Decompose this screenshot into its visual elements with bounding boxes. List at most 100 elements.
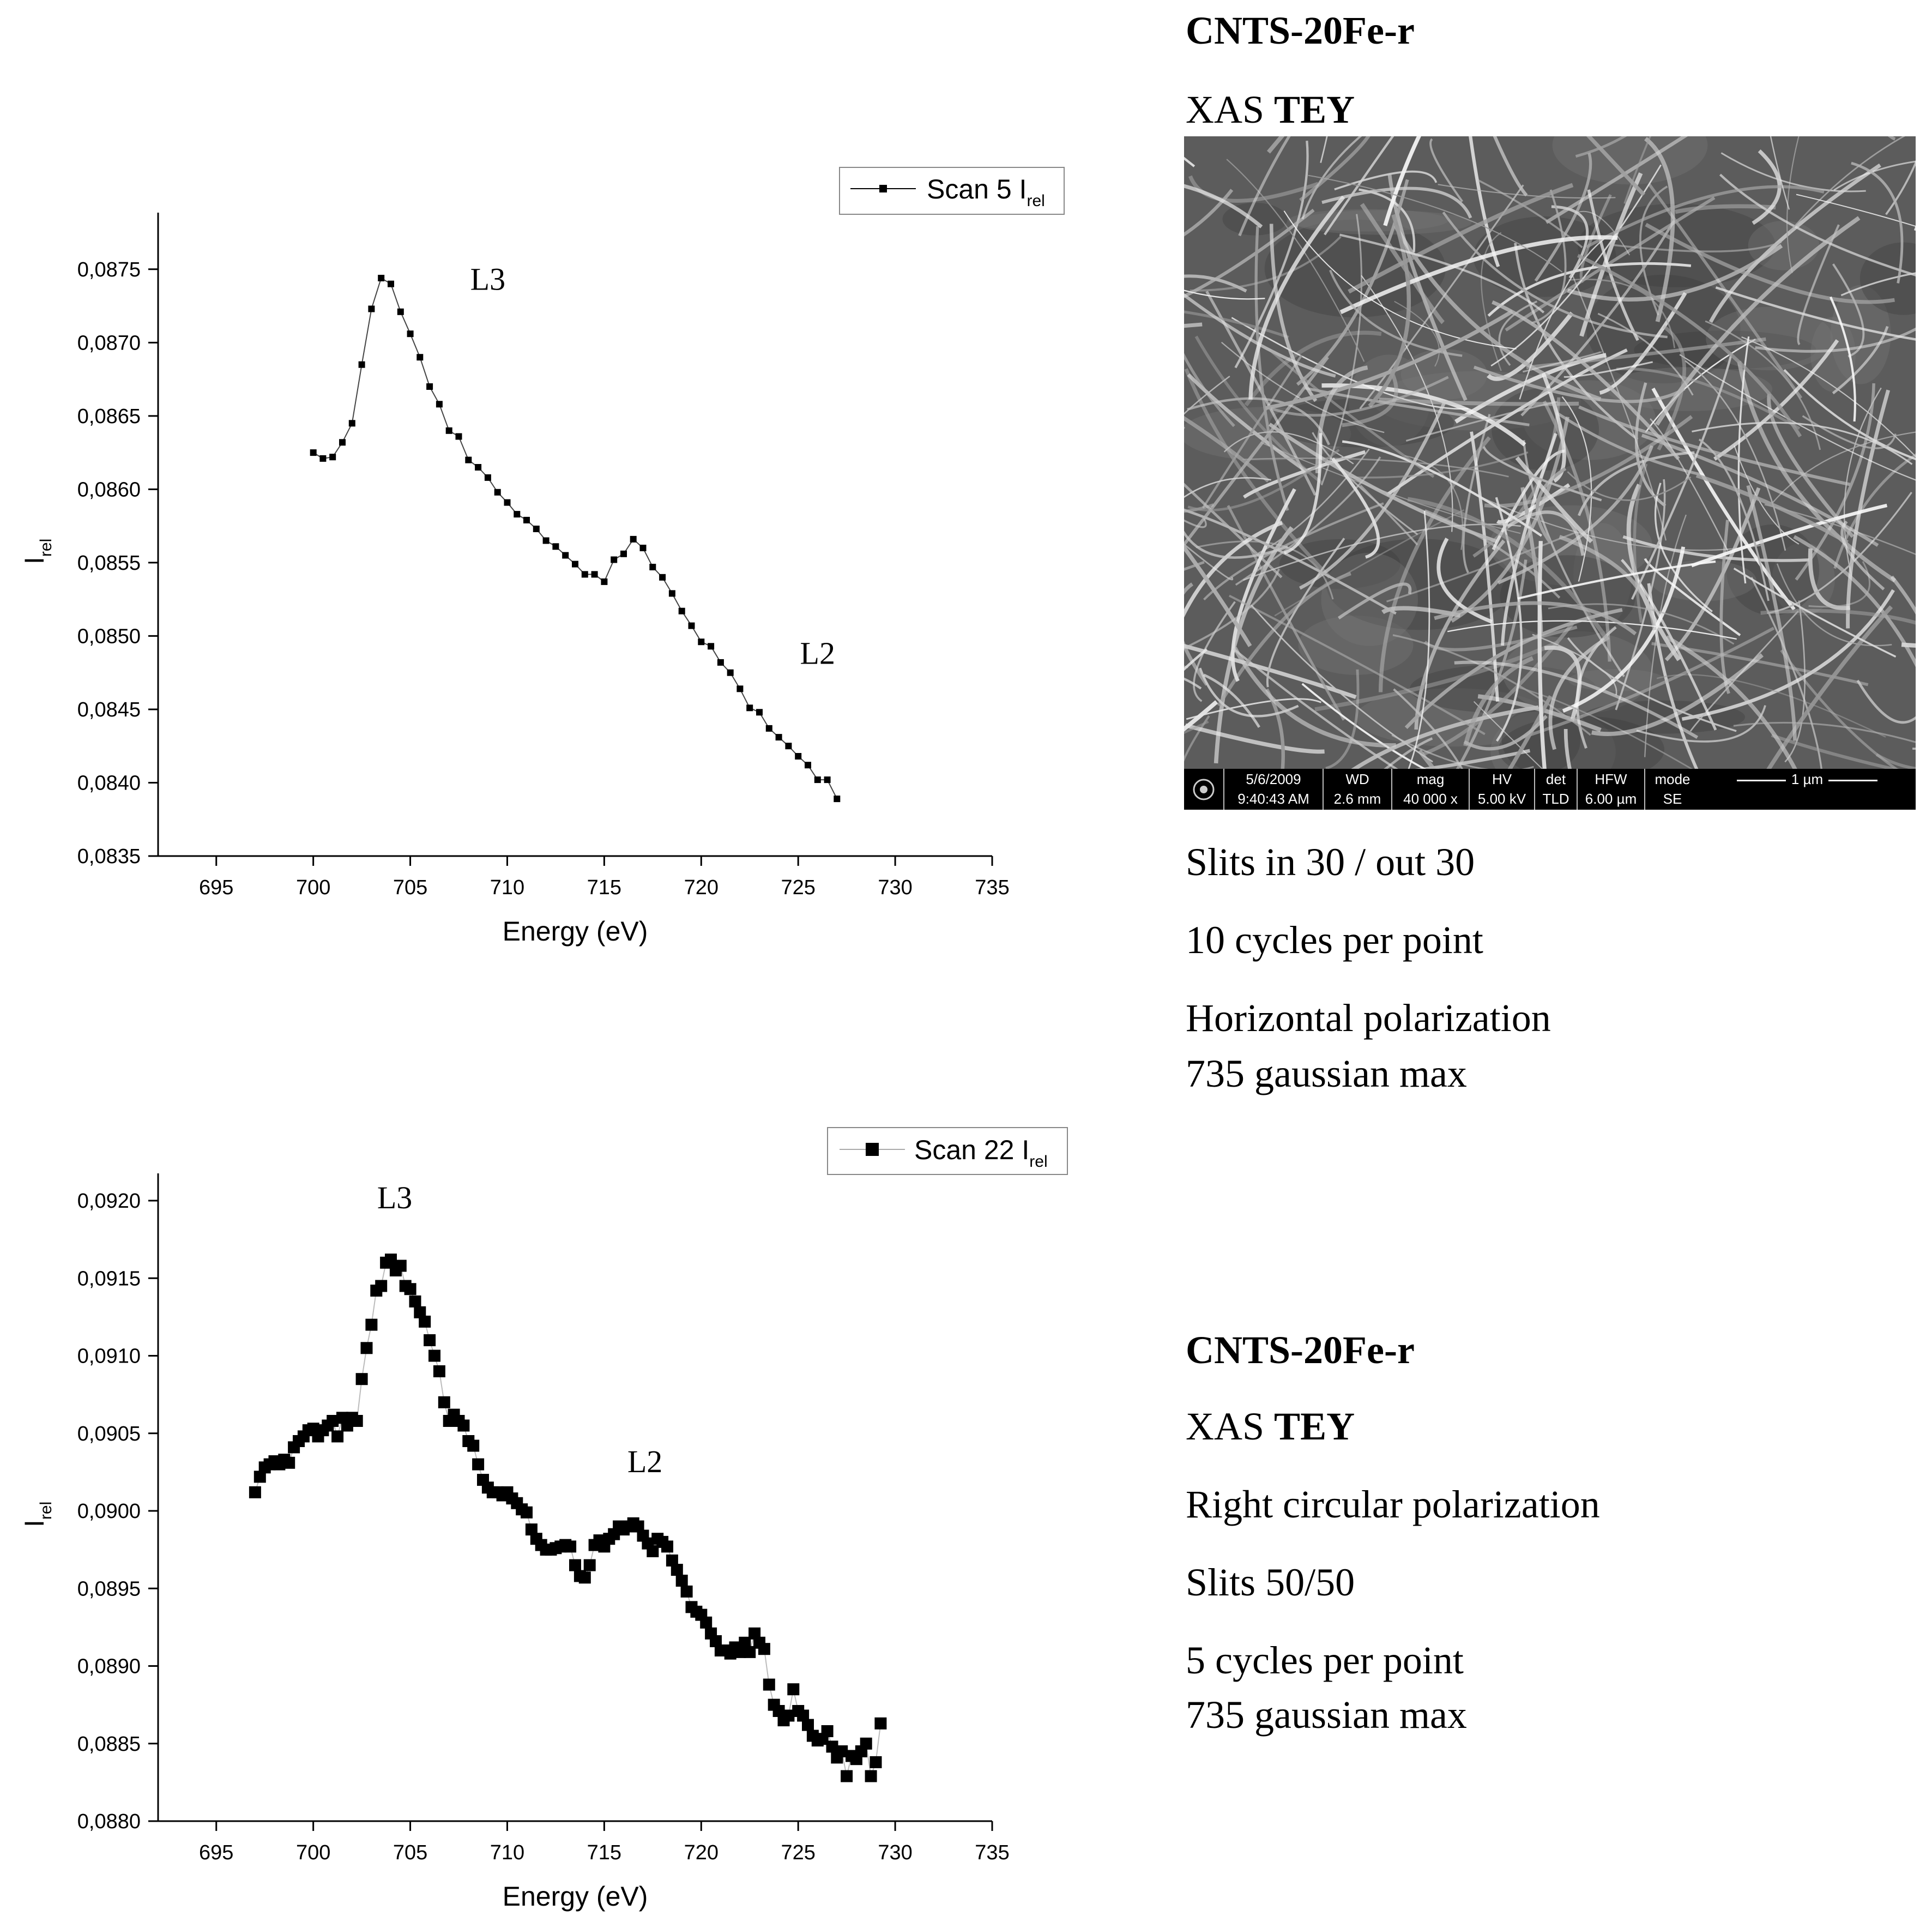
sem-fiber: [1184, 582, 1209, 686]
data-point: [821, 1725, 834, 1737]
sample-title: CNTS-20Fe-r: [1186, 1328, 1415, 1372]
databar-wd: WD 2.6 mm: [1323, 769, 1391, 810]
sem-fiber: [1342, 440, 1543, 537]
sem-fiber: [1185, 723, 1325, 754]
sem-fiber: [1890, 575, 1916, 615]
databar-det: det TLD: [1534, 769, 1577, 810]
x-tick-label: 695: [199, 1841, 233, 1864]
sem-fiber: [1562, 546, 1686, 713]
legend-label: Scan 22 Irel: [914, 1135, 1048, 1171]
sem-fiber: [1734, 445, 1800, 545]
sem-fibers: [1184, 136, 1916, 769]
data-point: [708, 643, 715, 650]
sem-fiber: [1645, 222, 1895, 304]
sem-fiber: [1424, 509, 1561, 599]
sem-fiber: [1378, 436, 1491, 692]
chart-2-annotations: L3 L2: [377, 1180, 662, 1479]
data-point: [865, 1770, 877, 1782]
data-point: [249, 1486, 261, 1498]
sem-fiber: [1567, 637, 1737, 732]
sem-fiber: [1447, 620, 1737, 640]
y-tick-label: 0,0890: [77, 1655, 141, 1678]
sem-fiber: [1551, 205, 1589, 279]
sem-fiber: [1347, 451, 1529, 479]
y-axis-title-sub: rel: [37, 1502, 55, 1520]
data-point: [756, 709, 763, 716]
sem-fiber: [1613, 240, 1782, 253]
data-point: [348, 420, 355, 427]
sem-fiber: [1622, 535, 1809, 562]
data-point: [472, 1458, 485, 1471]
data-point: [494, 489, 501, 496]
sem-fiber: [1548, 635, 1610, 750]
sem-fiber: [1639, 185, 1668, 316]
sem-fiber: [1384, 737, 1433, 769]
sem-fiber: [1283, 433, 1323, 555]
sem-fiber: [1713, 339, 1839, 461]
sample-title: CNTS-20Fe-r: [1186, 9, 1415, 52]
data-point: [620, 550, 627, 557]
data-point: [581, 571, 588, 578]
sem-fiber: [1184, 700, 1218, 732]
data-point: [860, 1737, 872, 1750]
y-axis-title: Irel: [19, 539, 55, 564]
data-point: [765, 725, 772, 732]
y-axis-title-main: I: [19, 557, 50, 564]
chart-1-axes: 695 700 705 710 715 720 725 730 735 0,0835 0,0840 0…: [19, 213, 1010, 947]
sem-fiber: [1523, 440, 1625, 677]
data-point: [647, 1545, 659, 1557]
sem-fiber: [1184, 715, 1210, 762]
sem-shading: [1830, 285, 1891, 384]
sem-fiber: [1301, 136, 1362, 220]
y-tick-label: 0,0920: [77, 1190, 141, 1213]
data-point: [404, 1283, 416, 1296]
data-point: [668, 590, 675, 597]
data-point: [834, 796, 841, 803]
data-point: [814, 776, 821, 784]
scale-bar-left: [1736, 779, 1786, 781]
setting-gaussian: 735 gaussian max: [1186, 1052, 1467, 1095]
sem-fiber: [1359, 184, 1524, 409]
data-point: [797, 1709, 810, 1722]
sem-fiber: [1360, 203, 1445, 324]
data-point: [678, 607, 685, 614]
sem-fiber: [1393, 688, 1463, 769]
sem-fiber: [1184, 648, 1208, 671]
sem-fiber: [1233, 647, 1396, 748]
sem-fiber: [1251, 604, 1433, 763]
sem-fiber: [1586, 136, 1646, 196]
sem-fiber: [1495, 497, 1523, 742]
legend-marker-sample: [866, 1143, 879, 1156]
setting-polarization: Right circular polarization: [1186, 1483, 1600, 1526]
x-tick-label: 715: [587, 1841, 621, 1864]
y-axis-title-sub: rel: [37, 539, 55, 557]
x-tick-label: 710: [490, 1841, 524, 1864]
data-point: [339, 439, 346, 446]
setting-gaussian: 735 gaussian max: [1186, 1693, 1467, 1737]
sem-fiber: [1283, 210, 1517, 350]
sem-fiber: [1626, 484, 1681, 661]
series-line: [313, 277, 838, 799]
x-tick-label: 705: [393, 876, 427, 899]
chart-2-legend: Scan 22 Irel: [827, 1127, 1068, 1175]
sem-fiber: [1266, 538, 1345, 688]
databar-mag: mag 40 000 x: [1391, 769, 1469, 810]
sem-fiber: [1545, 136, 1688, 224]
data-point: [445, 427, 452, 434]
sem-fiber: [1184, 508, 1397, 615]
data-point: [365, 1318, 378, 1331]
sem-fiber: [1833, 453, 1916, 569]
sem-fiber: [1351, 705, 1539, 769]
data-point: [802, 1719, 814, 1731]
sem-fiber: [1487, 311, 1574, 381]
y-tick-label: 0,0840: [77, 772, 141, 794]
sem-fiber: [1567, 244, 1783, 302]
data-point: [465, 456, 472, 463]
sem-fiber: [1325, 669, 1360, 769]
data-point: [727, 669, 734, 676]
sem-fiber: [1651, 387, 1796, 611]
sem-fiber: [1647, 183, 1803, 399]
sem-fiber: [1451, 416, 1569, 623]
data-point: [700, 1616, 713, 1629]
sem-fiber: [1755, 327, 1916, 353]
